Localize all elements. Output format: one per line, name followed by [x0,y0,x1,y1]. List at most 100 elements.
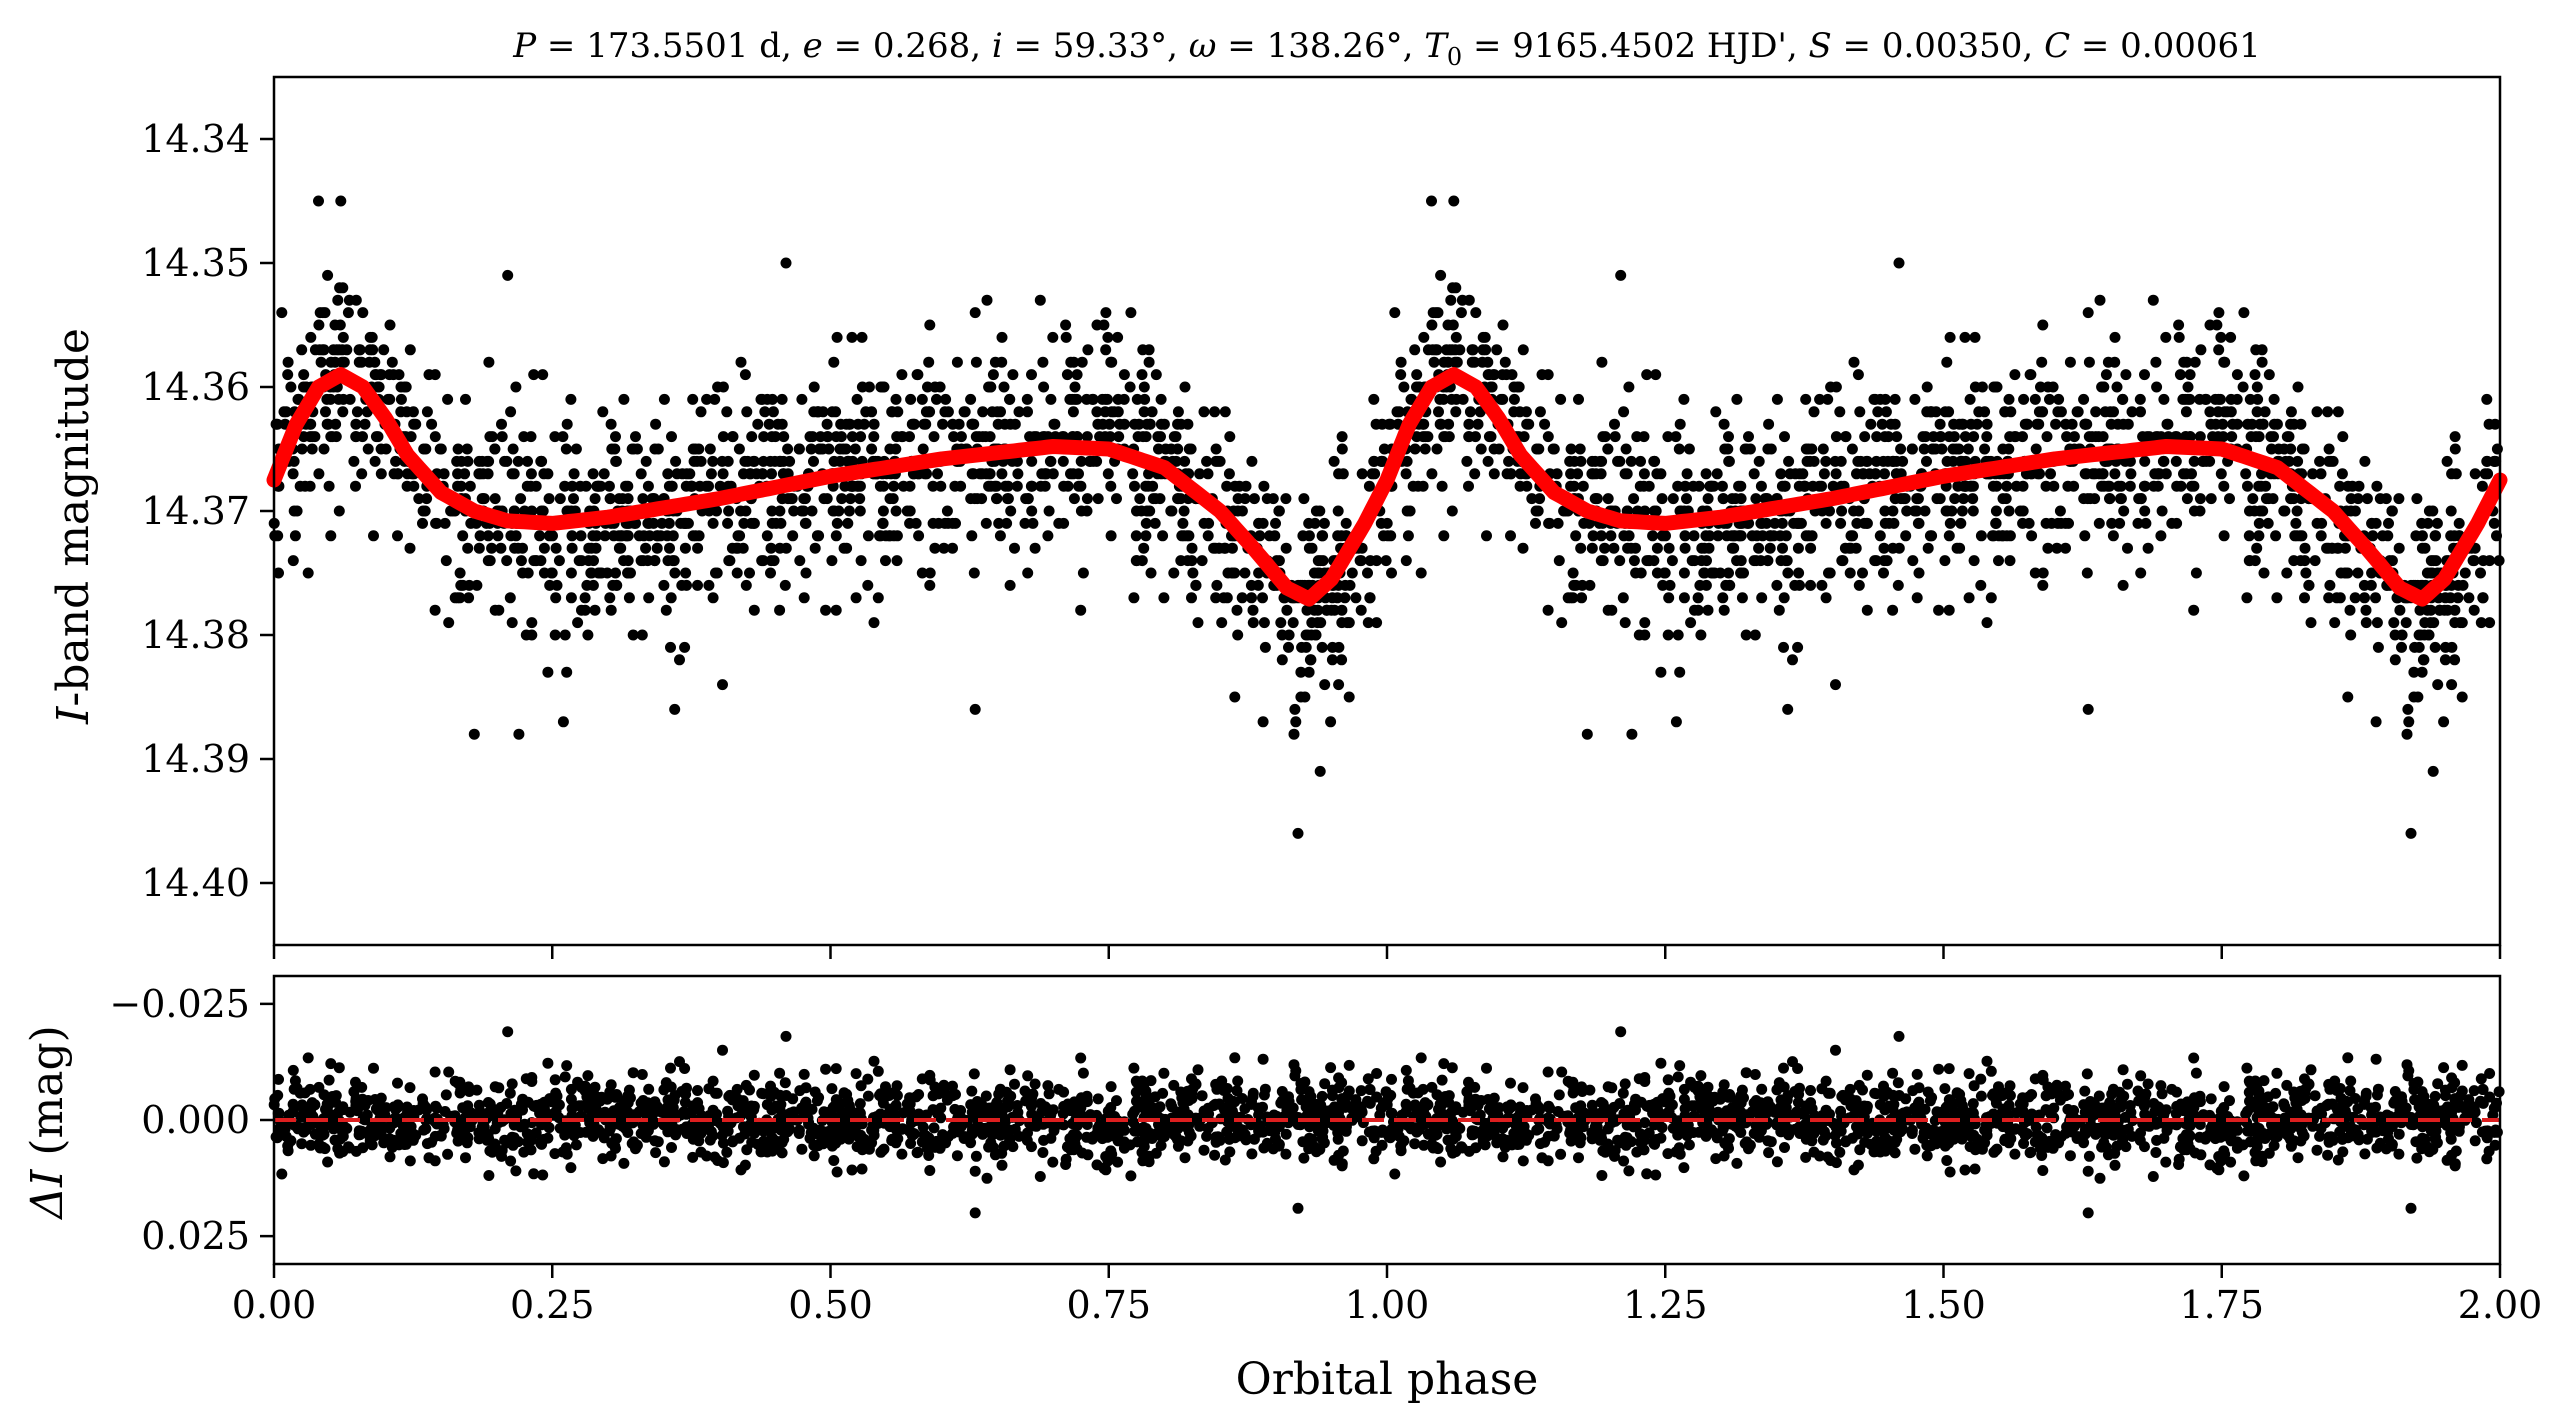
residual-point [1887,1067,1899,1079]
photometry-point [1907,555,1919,567]
photometry-point [1683,443,1695,455]
residual-point [276,1168,288,1180]
photometry-point [288,505,300,517]
photometry-point [306,443,318,455]
photometry-point [1741,443,1753,455]
photometry-point [366,331,378,343]
photometry-point [1852,369,1864,381]
photometry-point [813,530,825,542]
photometry-point [628,443,640,455]
residual-point [1005,1090,1017,1102]
photometry-point [535,455,547,467]
photometry-point [2268,431,2279,443]
photometry-point [1534,493,1546,505]
residual-point [1125,1170,1137,1182]
photometry-point [581,579,593,591]
photometry-point [2181,493,2193,505]
photometry-point [1567,567,1579,579]
photometry-point [1513,381,1525,393]
photometry-point [1303,666,1315,678]
photometry-point [1005,505,1017,517]
photometry-point [1623,381,1635,393]
photometry-point [2419,542,2431,554]
photometry-point [483,356,495,368]
residual-point [1022,1070,1034,1082]
residual-point [947,1090,959,1102]
photometry-point [2325,455,2337,467]
photometry-point [585,567,597,579]
photometry-point [1009,418,1021,430]
residual-point [420,1123,432,1135]
photometry-point [798,592,810,604]
photometry-point [2388,617,2400,629]
residual-point [821,1135,833,1147]
photometry-point [2256,344,2268,356]
photometry-point [1773,604,1785,616]
photometry-point [1058,431,1070,443]
photometry-point [313,319,325,331]
photometry-point [1386,567,1397,579]
photometry-point [1346,567,1358,579]
residual-point [1158,1131,1170,1143]
photometry-point [1368,455,1380,467]
photometry-point [515,555,527,567]
photometry-point [1792,542,1804,554]
residual-point [901,1098,913,1110]
photometry-point [1198,517,1210,529]
photometry-point [1475,443,1487,455]
photometry-point [1177,517,1189,529]
photometry-point [987,369,999,381]
title-p-symbol: P [512,26,537,66]
photometry-point [940,393,952,405]
photometry-point [521,480,533,492]
photometry-point [2194,431,2206,443]
photometry-point [592,567,604,579]
photometry-point [343,294,355,306]
residual-point [1132,1123,1144,1134]
photometry-point [288,455,300,467]
residual-point [1047,1156,1059,1168]
photometry-point [1958,493,1969,505]
photometry-point [693,443,705,455]
residual-point [579,1080,591,1092]
residual-point [1228,1121,1240,1132]
photometry-point [1275,617,1287,629]
photometry-point [2173,319,2185,331]
photometry-point [1619,617,1631,629]
photometry-point [1681,493,1692,505]
residual-point [1144,1094,1156,1106]
residual-point [366,1139,378,1151]
photometry-point [1068,356,1080,368]
photometry-point [2331,592,2343,604]
residual-point [2156,1088,2168,1100]
photometry-point [463,592,475,604]
photometry-point [2238,307,2250,319]
photometry-point [886,406,898,418]
photometry-point [2345,629,2357,641]
photometry-point [1186,555,1198,567]
photometry-point [1726,542,1738,554]
photometry-point [692,579,703,591]
photometry-point [947,418,959,430]
photometry-point [2463,592,2475,604]
photometry-point [2156,505,2168,517]
photometry-point [664,542,675,554]
photometry-point [1144,505,1156,517]
residual-point [1194,1120,1206,1132]
photometry-point [568,493,579,505]
residual-point [549,1074,561,1086]
photometry-point [1130,530,1142,542]
photometry-point [395,393,407,405]
photometry-point [1827,480,1839,492]
photometry-outlier-point [1893,257,1905,269]
photometry-point [1695,629,1707,641]
residual-point [695,1127,707,1139]
residual-point [2139,1108,2151,1120]
photometry-point [1488,468,1500,480]
residual-point [1198,1144,1210,1156]
photometry-point [1787,654,1798,666]
residual-point [800,1082,812,1094]
photometry-point [408,418,420,430]
photometry-point [1878,542,1890,554]
photometry-point [765,542,777,554]
